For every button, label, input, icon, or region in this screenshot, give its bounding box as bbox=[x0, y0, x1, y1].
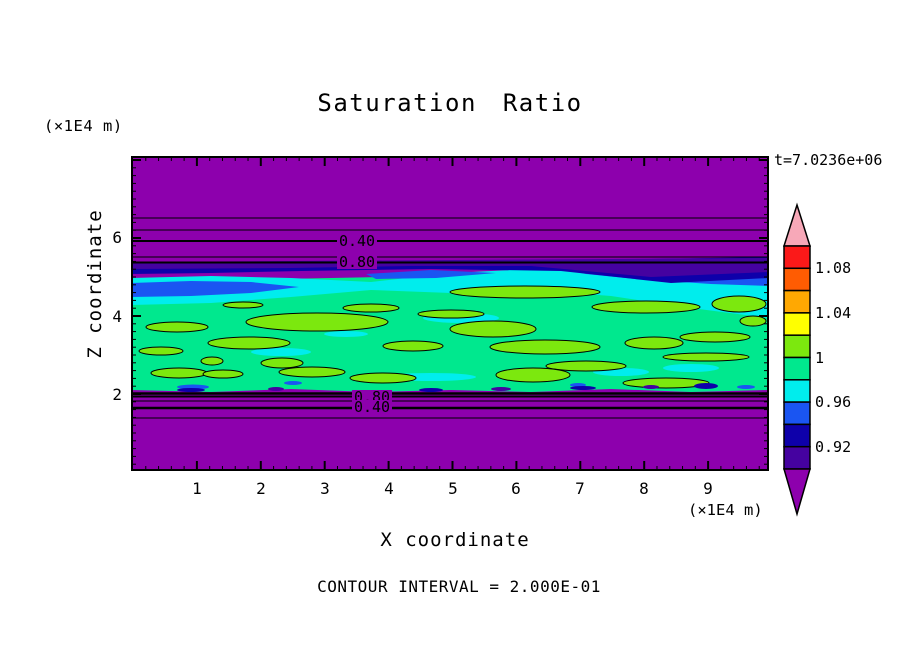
field-patch-indigo bbox=[491, 387, 511, 391]
field-patch-chartreuse bbox=[207, 336, 291, 350]
field-patch-chartreuse bbox=[417, 309, 485, 319]
field-patch-indigo bbox=[643, 385, 659, 389]
chart-title: Saturation Ratio bbox=[317, 89, 583, 117]
field-patch-chartreuse bbox=[449, 285, 601, 299]
x-tick-label-6: 6 bbox=[511, 479, 521, 498]
field-patch-chartreuse bbox=[202, 369, 244, 379]
field-band-blue bbox=[131, 281, 299, 297]
field-patch-cyan bbox=[251, 348, 311, 356]
field-patch-chartreuse bbox=[622, 377, 710, 389]
y-axis-units-label: (×1E4 m) bbox=[44, 117, 123, 135]
field-patch-chartreuse bbox=[245, 312, 389, 332]
colorbar-segment-navy bbox=[783, 423, 811, 448]
colorbar-segment-chartreuse bbox=[783, 334, 811, 359]
field-patch-chartreuse bbox=[591, 300, 701, 314]
field-patch-cyan bbox=[324, 331, 368, 337]
field-patch-blue bbox=[570, 383, 586, 387]
y-tick-label-2: 2 bbox=[112, 385, 122, 404]
colorbar-label-1.08: 1.08 bbox=[815, 259, 852, 277]
field-patch-cyan bbox=[663, 364, 719, 372]
field-patch-chartreuse bbox=[200, 356, 224, 366]
field-patch-chartreuse bbox=[624, 336, 684, 350]
field-patch-chartreuse bbox=[679, 331, 751, 343]
field-patch-chartreuse bbox=[260, 357, 304, 369]
colorbar-segment-indigo bbox=[783, 445, 811, 470]
field-patch-chartreuse bbox=[150, 367, 208, 379]
colorbar-label-0.92: 0.92 bbox=[815, 438, 852, 456]
contour-interval-note: CONTOUR INTERVAL = 2.000E-01 bbox=[317, 577, 601, 596]
colorbar-under-arrow bbox=[783, 468, 811, 517]
field-patch-indigo bbox=[268, 387, 284, 391]
contour-label: 0.80 bbox=[339, 253, 375, 271]
contour-label: 0.40 bbox=[354, 398, 390, 416]
y-tick-label-4: 4 bbox=[112, 307, 122, 326]
field-patch-chartreuse bbox=[489, 339, 601, 355]
field-patch-chartreuse bbox=[349, 372, 417, 384]
colorbar-segment-yellow bbox=[783, 312, 811, 336]
colorbar-segment-orangered bbox=[783, 267, 811, 292]
x-tick-label-3: 3 bbox=[320, 479, 330, 498]
field-patch-navy bbox=[419, 388, 443, 392]
x-tick-label-2: 2 bbox=[256, 479, 266, 498]
x-tick-label-8: 8 bbox=[639, 479, 649, 498]
field-patch-chartreuse bbox=[222, 301, 264, 309]
plot-border bbox=[131, 156, 769, 471]
field-patch-chartreuse bbox=[138, 346, 184, 356]
contour-label-bg bbox=[352, 400, 392, 414]
colorbar-segment-orange bbox=[783, 289, 811, 314]
contour-plot-svg: 0.400.800.800.40 bbox=[131, 156, 769, 471]
x-tick-label-9: 9 bbox=[703, 479, 713, 498]
colorbar-label-1.04: 1.04 bbox=[815, 304, 852, 322]
field-patch-chartreuse bbox=[449, 320, 537, 338]
field-patch-navy bbox=[570, 386, 596, 390]
field-patch-blue bbox=[284, 381, 302, 385]
colorbar-segment-red bbox=[783, 245, 811, 270]
field-patch-chartreuse bbox=[662, 352, 750, 362]
field-patch-chartreuse bbox=[382, 340, 444, 352]
colorbar-label-1: 1 bbox=[815, 349, 825, 367]
contour-label: 0.40 bbox=[339, 232, 375, 250]
x-axis-units-label: (×1E4 m) bbox=[688, 501, 763, 519]
field-patch-navy bbox=[177, 388, 205, 392]
x-tick-label-7: 7 bbox=[575, 479, 585, 498]
x-tick-label-1: 1 bbox=[192, 479, 202, 498]
colorbar-segment-cyan bbox=[783, 379, 811, 403]
field-patch-navy bbox=[694, 383, 718, 389]
field-band-blue bbox=[366, 270, 496, 279]
contour-label-bg bbox=[337, 255, 377, 269]
field-patch-chartreuse bbox=[739, 315, 767, 327]
field-patch-chartreuse bbox=[278, 366, 346, 378]
x-tick-label-5: 5 bbox=[448, 479, 458, 498]
field-patch-chartreuse bbox=[342, 303, 400, 313]
x-axis-label: X coordinate bbox=[380, 529, 530, 551]
field-patch-chartreuse bbox=[711, 295, 767, 313]
colorbar-segment-blue bbox=[783, 401, 811, 426]
field-patch-chartreuse bbox=[145, 321, 209, 333]
field-patch-blue bbox=[737, 385, 755, 389]
colorbar-svg bbox=[782, 202, 812, 517]
colorbar-label-0.96: 0.96 bbox=[815, 393, 852, 411]
y-tick-label-6: 6 bbox=[112, 228, 122, 247]
field-patch-chartreuse bbox=[545, 360, 627, 372]
colorbar-over-arrow bbox=[782, 202, 812, 247]
x-tick-label-4: 4 bbox=[384, 479, 394, 498]
contour-label-bg bbox=[337, 234, 377, 248]
field-patch-chartreuse bbox=[495, 367, 571, 383]
time-annotation: t=7.0236e+06 bbox=[774, 151, 883, 169]
colorbar-segment-green bbox=[783, 356, 811, 381]
